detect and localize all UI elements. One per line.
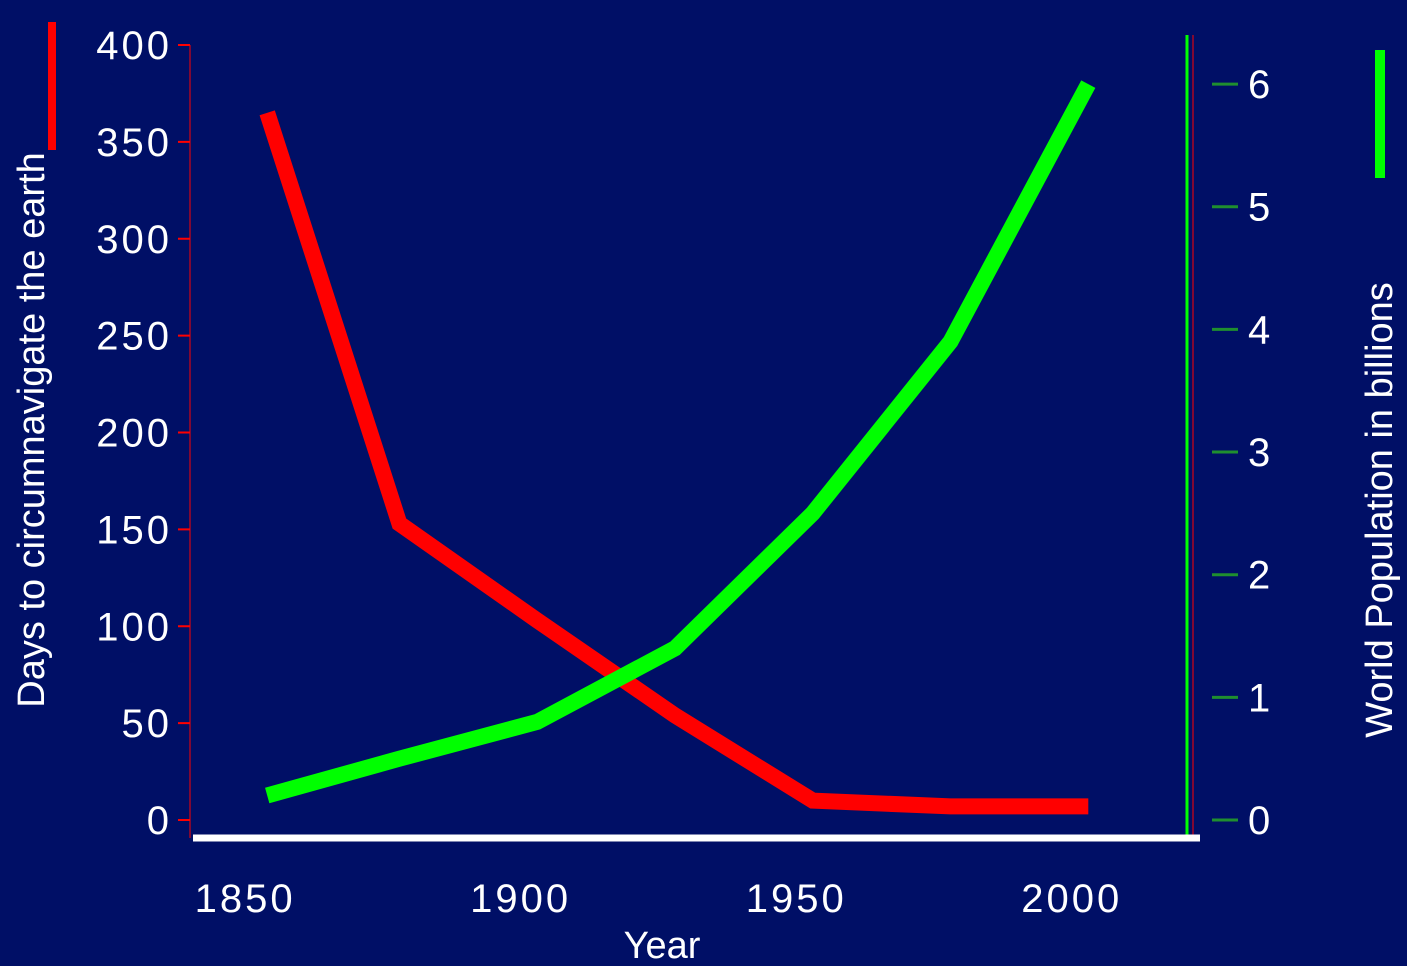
y-left-tick-label: 250 bbox=[96, 315, 172, 359]
x-tick-label: 1900 bbox=[470, 877, 571, 921]
y-left-tick-label: 50 bbox=[122, 702, 173, 746]
x-axis-title: Year bbox=[624, 925, 701, 966]
y-right-tick-label: 5 bbox=[1248, 186, 1273, 230]
y-left-axis-title: Days to circumnavigate the earth bbox=[11, 152, 53, 708]
x-tick-label: 1850 bbox=[195, 877, 296, 921]
x-tick-label: 2000 bbox=[1021, 877, 1122, 921]
y-left-ticks: 0 50 100 150 200 250 300 350 400 bbox=[96, 24, 190, 843]
series-layer bbox=[259, 80, 1096, 815]
y-right-tick-label: 6 bbox=[1248, 63, 1273, 107]
y-right-tick-label: 2 bbox=[1248, 554, 1273, 598]
y-right-tick-label: 0 bbox=[1248, 799, 1273, 843]
population-series-line bbox=[265, 80, 1096, 804]
y-right-tick-label: 3 bbox=[1248, 431, 1273, 475]
y-left-tick-label: 150 bbox=[96, 508, 172, 552]
y-left-tick-label: 400 bbox=[96, 24, 172, 68]
days-series-line bbox=[259, 110, 1089, 815]
x-tick-label: 1950 bbox=[746, 877, 847, 921]
y-left-tick-label: 200 bbox=[96, 412, 172, 456]
y-left-tick-label: 300 bbox=[96, 218, 172, 262]
y-left-tick-label: 350 bbox=[96, 121, 172, 165]
y-right-tick-label: 4 bbox=[1248, 308, 1273, 352]
y-right-axis-title: World Population in billions bbox=[1359, 282, 1401, 738]
y-left-tick-label: 100 bbox=[96, 605, 172, 649]
x-ticks: 1850 1900 1950 2000 bbox=[195, 877, 1122, 921]
y-left-tick-label: 0 bbox=[147, 799, 172, 843]
y-right-ticks: 0 1 2 3 4 5 6 bbox=[1212, 63, 1273, 843]
y-right-tick-label: 1 bbox=[1248, 676, 1273, 720]
